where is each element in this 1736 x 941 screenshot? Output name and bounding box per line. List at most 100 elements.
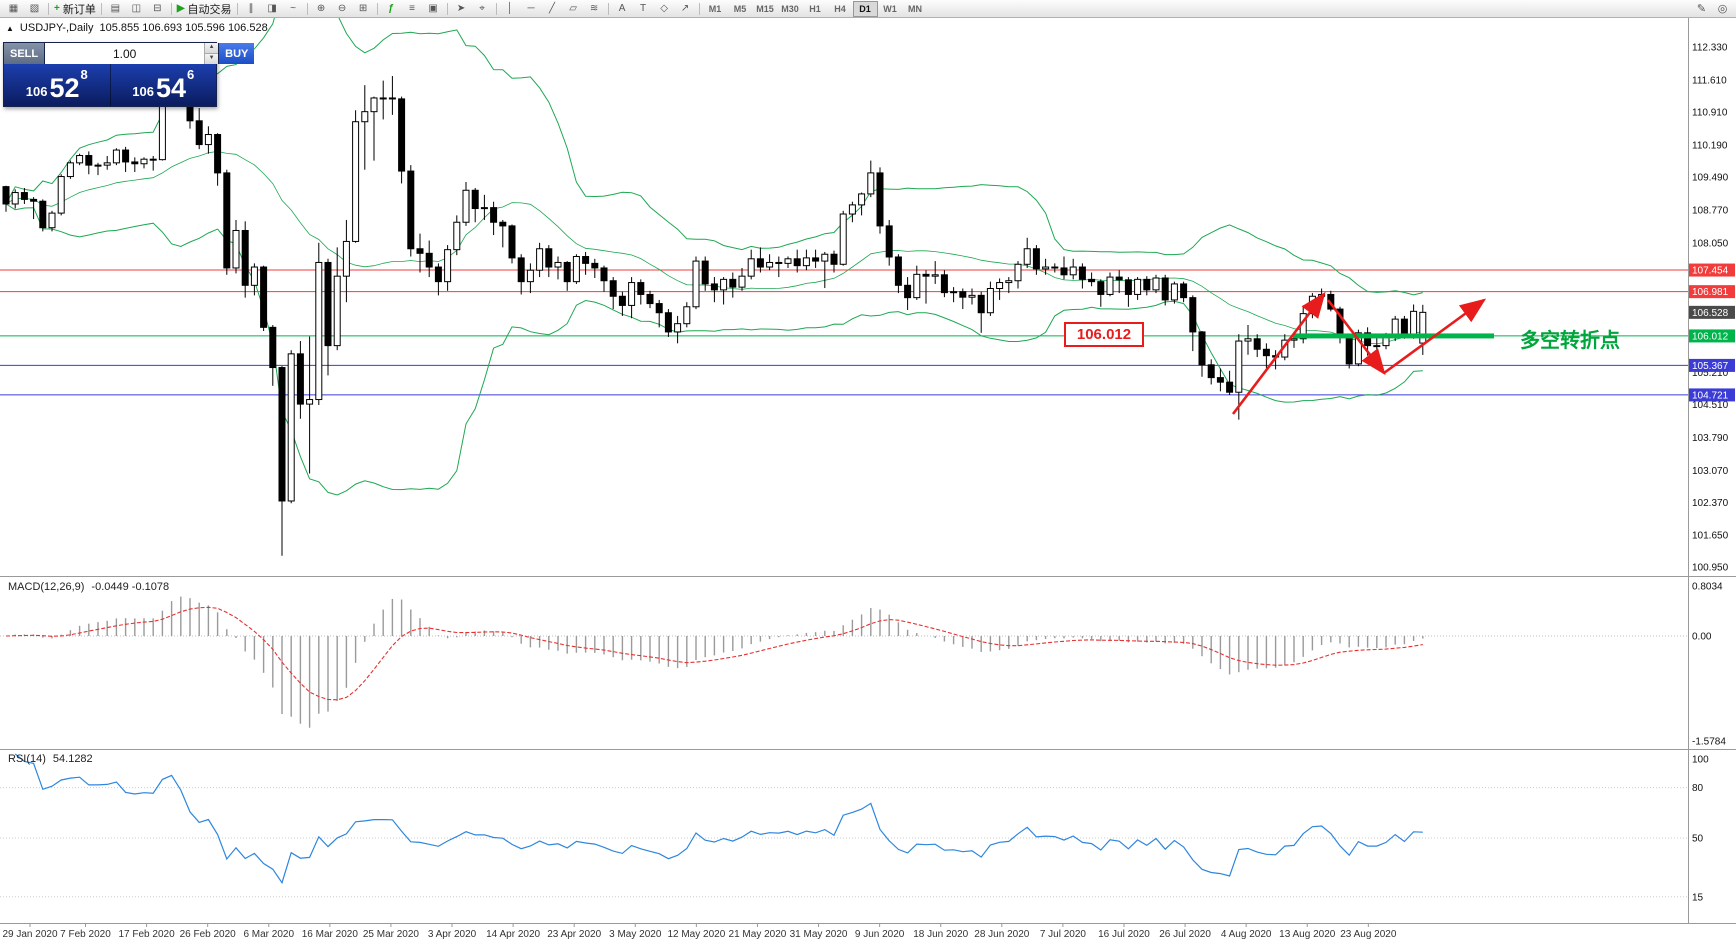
zoom-in-icon[interactable]: ⊕ (316, 2, 326, 14)
svg-text:3 Apr 2020: 3 Apr 2020 (428, 929, 477, 940)
timeframe-mn[interactable]: MN (908, 3, 923, 14)
svg-text:31 May 2020: 31 May 2020 (790, 929, 848, 940)
market-watch-icon[interactable]: ▤ (110, 2, 121, 14)
sell-price-pips: 52 (49, 73, 80, 103)
volume-decrease-button[interactable]: ▼ (205, 54, 219, 64)
timeframe-m15[interactable]: M15 (756, 3, 774, 14)
timeframe-m1[interactable]: M1 (708, 3, 722, 14)
svg-text:107.454: 107.454 (1692, 266, 1729, 277)
svg-text:17 Feb 2020: 17 Feb 2020 (118, 929, 175, 940)
templates-icon[interactable]: ▣ (428, 2, 438, 14)
chart-ohlc-header: ▲ USDJPY-,Daily 105.855 106.693 105.596 … (6, 22, 268, 34)
trendline-icon[interactable]: ╱ (549, 2, 556, 14)
candles-layer[interactable] (2, 52, 1427, 556)
candlestick-chart-icon[interactable]: ◨ (267, 2, 277, 14)
trend-arrows[interactable] (1231, 291, 1487, 415)
svg-text:15: 15 (1692, 892, 1704, 903)
indicators-icon[interactable]: ƒ (388, 2, 394, 14)
main-toolbar: ▦ ▧ + 新订单 ▤ ◫ ⊟ ▶ 自动交易 ∥ ◨ ~ ⊕ ⊖ ⊞ ƒ ≡ ▣ ➤ ⌖ │ ─ ╱ ▱ ≋ A T ◇ ↗ M1 M5 M1… (0, 0, 1736, 18)
svg-text:23 Aug 2020: 23 Aug 2020 (1340, 929, 1397, 940)
svg-text:14 Apr 2020: 14 Apr 2020 (486, 929, 540, 940)
svg-text:103.790: 103.790 (1692, 433, 1729, 444)
arrow-tool-icon[interactable]: ↗ (680, 2, 690, 14)
rsi-panel[interactable] (0, 753, 1688, 898)
macd-indicator-label: MACD(12,26,9) -0.0449 -0.1078 (8, 581, 169, 593)
horizontal-line-icon[interactable]: ─ (527, 2, 535, 14)
text-icon[interactable]: A (618, 2, 626, 14)
macd-name: MACD(12,26,9) (8, 581, 85, 593)
svg-text:25 Mar 2020: 25 Mar 2020 (363, 929, 420, 940)
new-chart-icon[interactable]: ▦ (8, 2, 19, 14)
line-chart-icon[interactable]: ~ (290, 2, 296, 14)
timeframe-m5[interactable]: M5 (733, 3, 747, 14)
trade-panel-divider (109, 64, 111, 106)
buy-price-pips: 54 (155, 73, 186, 103)
svg-text:21 May 2020: 21 May 2020 (729, 929, 787, 940)
volume-increase-button[interactable]: ▲ (205, 43, 219, 54)
price-axis[interactable]: 112.330 111.610 110.910 110.190 109.490 108.7… (1689, 43, 1735, 904)
svg-text:100.950: 100.950 (1692, 563, 1729, 574)
profiles-icon[interactable]: ▧ (29, 2, 40, 14)
volume-stepper: ▲ ▼ (204, 43, 219, 64)
channel-icon[interactable]: ▱ (569, 2, 577, 14)
indicator-list-icon[interactable]: ≡ (409, 2, 415, 14)
camera-icon[interactable]: ◎ (1717, 3, 1728, 15)
volume-field: ▲ ▼ (45, 43, 219, 64)
buy-price[interactable]: 106 54 6 (111, 64, 217, 106)
sell-price[interactable]: 106 52 8 (4, 64, 110, 106)
tile-windows-icon[interactable]: ⊞ (358, 2, 368, 14)
macd-panel[interactable] (0, 596, 1688, 728)
fibonacci-icon[interactable]: ≋ (589, 2, 599, 14)
svg-text:23 Apr 2020: 23 Apr 2020 (547, 929, 601, 940)
toolbar-separator (376, 2, 378, 15)
data-window-icon[interactable]: ◫ (131, 2, 142, 14)
vertical-line-icon[interactable]: │ (506, 2, 514, 14)
svg-text:6 Mar 2020: 6 Mar 2020 (243, 929, 294, 940)
new-order-button[interactable]: + 新订单 (54, 2, 96, 16)
buy-price-point: 6 (187, 67, 195, 82)
timeframe-d1[interactable]: D1 (852, 0, 878, 17)
turning-point-label[interactable]: 多空转折点 (1520, 330, 1620, 352)
navigator-icon[interactable]: ⊟ (153, 2, 162, 14)
svg-text:50: 50 (1692, 834, 1704, 845)
sell-button[interactable]: SELL (4, 43, 46, 64)
symbol-title: USDJPY-,Daily (19, 22, 94, 34)
toolbar-separator (48, 2, 49, 15)
sell-price-point: 8 (80, 67, 88, 82)
zoom-out-icon[interactable]: ⊖ (337, 2, 347, 14)
svg-text:3 May 2020: 3 May 2020 (609, 929, 662, 940)
time-axis[interactable]: 29 Jan 2020 7 Feb 2020 17 Feb 2020 26 Feb 2… (2, 924, 1397, 940)
macd-values: -0.0449 -0.1078 (91, 581, 170, 593)
shapes-icon[interactable]: ◇ (660, 2, 668, 14)
svg-text:105.210: 105.210 (1692, 368, 1729, 379)
rsi-name: RSI(14) (8, 753, 46, 765)
timeframe-h1[interactable]: H1 (809, 3, 821, 14)
svg-text:28 Jun 2020: 28 Jun 2020 (974, 929, 1029, 940)
volume-input[interactable] (45, 43, 205, 64)
cursor-icon[interactable]: ➤ (456, 2, 466, 14)
price-annotation-box[interactable]: 106.012 (1064, 322, 1144, 347)
toolbar-separator (100, 2, 102, 15)
svg-text:7 Feb 2020: 7 Feb 2020 (60, 929, 111, 940)
buy-price-big: 106 (132, 84, 154, 99)
svg-text:111.610: 111.610 (1692, 76, 1727, 87)
svg-text:112.330: 112.330 (1692, 43, 1728, 54)
crosshair-icon[interactable]: ⌖ (479, 2, 485, 14)
support-resistance-bar[interactable] (1293, 333, 1494, 339)
label-icon[interactable]: T (639, 2, 647, 14)
timeframe-h4[interactable]: H4 (834, 3, 846, 14)
buy-button[interactable]: BUY (218, 43, 255, 64)
timeframe-m30[interactable]: M30 (781, 3, 799, 14)
svg-text:80: 80 (1692, 783, 1704, 794)
bar-chart-icon[interactable]: ∥ (248, 2, 254, 14)
timeframe-w1[interactable]: W1 (883, 3, 897, 14)
pencil-icon[interactable]: ✎ (1696, 3, 1707, 15)
svg-text:12 May 2020: 12 May 2020 (667, 929, 725, 940)
rsi-indicator-label: RSI(14) 54.1282 (8, 753, 93, 765)
toolbar-separator (607, 2, 609, 15)
svg-text:9 Jun 2020: 9 Jun 2020 (855, 929, 905, 940)
autotrading-button[interactable]: ▶ 自动交易 (176, 2, 232, 16)
svg-text:103.070: 103.070 (1692, 466, 1729, 477)
